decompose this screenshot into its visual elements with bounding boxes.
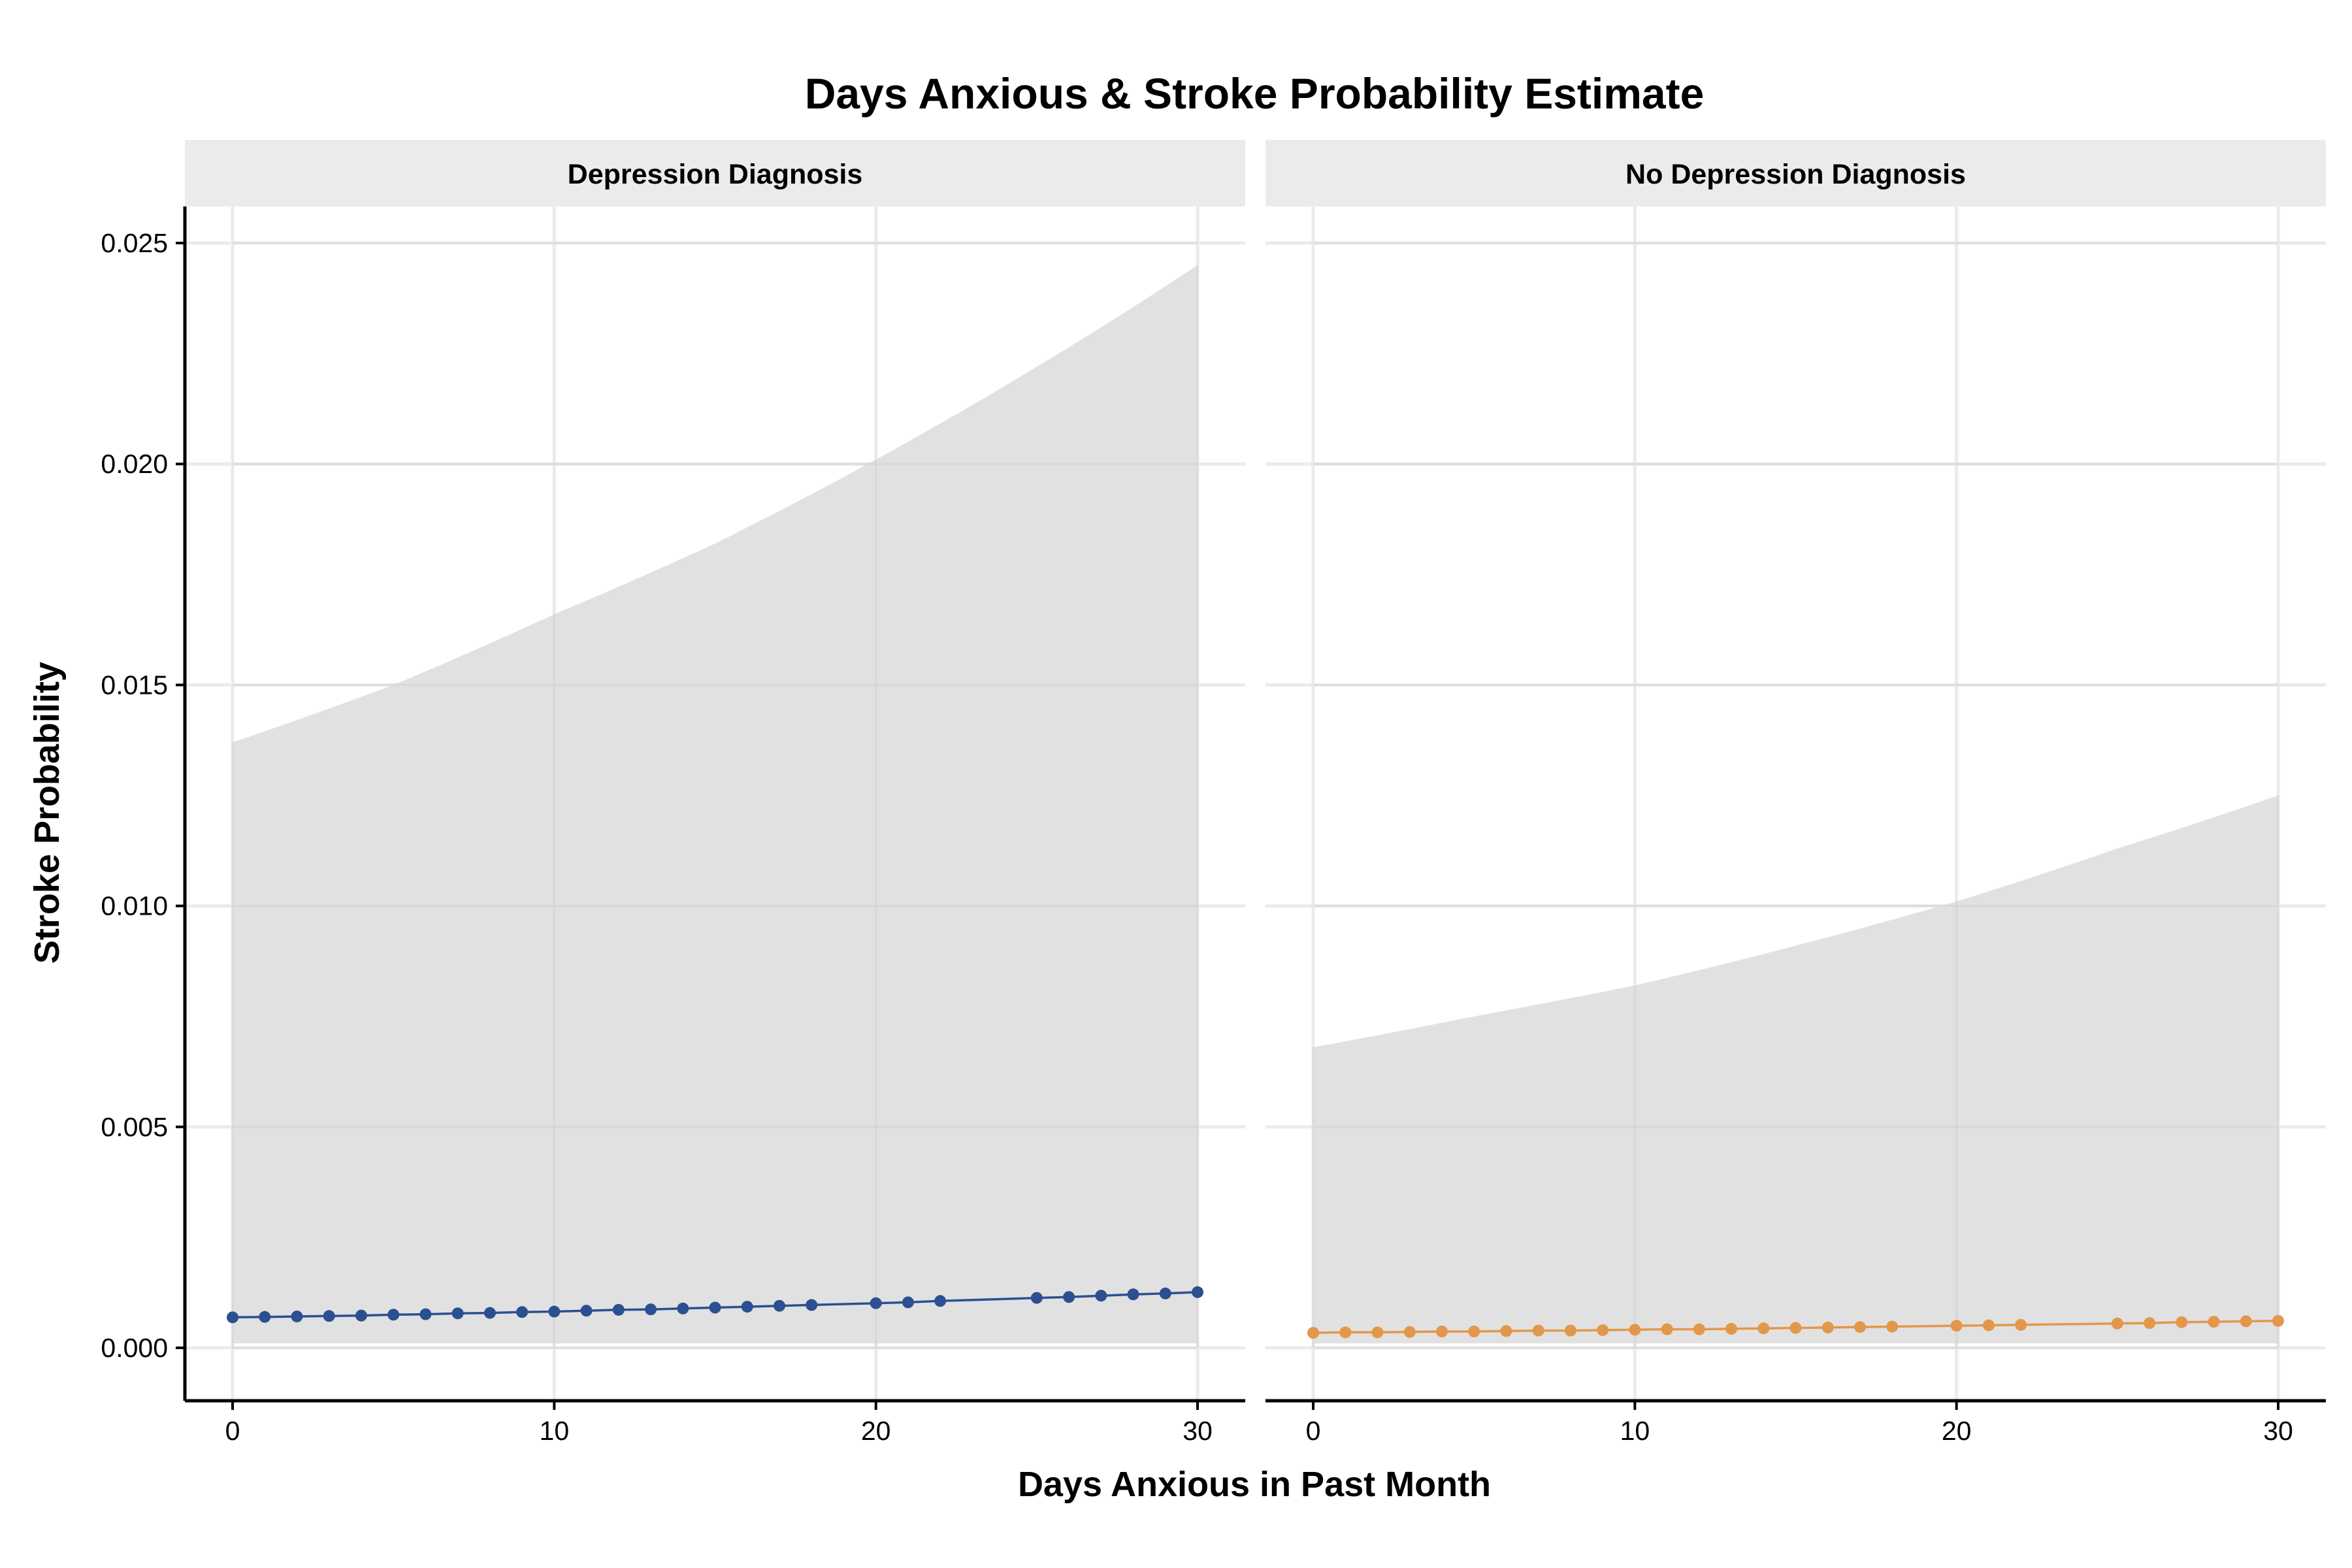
- chart-title: Days Anxious & Stroke Probability Estima…: [805, 69, 1705, 118]
- data-point: [291, 1310, 303, 1322]
- data-point: [2272, 1315, 2284, 1327]
- y-tick-label: 0.020: [101, 449, 168, 479]
- data-point: [580, 1305, 593, 1317]
- data-point: [1468, 1325, 1480, 1337]
- data-point: [709, 1301, 721, 1314]
- data-point: [1307, 1327, 1319, 1339]
- data-point: [870, 1297, 882, 1309]
- data-point: [1192, 1286, 1203, 1298]
- panels: Depression Diagnosis 0.000 0.005 0.010 0.015…: [101, 140, 2326, 1446]
- data-point: [451, 1307, 464, 1320]
- data-point: [1629, 1324, 1641, 1336]
- data-point: [548, 1305, 561, 1318]
- facet-strip: [1266, 140, 2326, 206]
- x-tick-label: 0: [1306, 1416, 1321, 1446]
- data-point: [1030, 1292, 1043, 1304]
- y-tick-label: 0.015: [101, 670, 168, 700]
- data-point: [741, 1301, 753, 1313]
- data-point: [259, 1311, 271, 1323]
- data-point: [1127, 1288, 1139, 1301]
- data-point: [1854, 1321, 1866, 1333]
- x-tick-label: 30: [1183, 1416, 1213, 1446]
- series-line: [1313, 1319, 2279, 1334]
- data-point: [1063, 1291, 1075, 1303]
- x-axis-title: Days Anxious in Past Month: [1018, 1465, 1491, 1504]
- y-tick-label: 0.000: [101, 1333, 168, 1363]
- data-point: [2176, 1316, 2188, 1328]
- data-point: [1950, 1320, 1963, 1332]
- data-point: [1597, 1324, 1609, 1336]
- data-point: [2208, 1316, 2220, 1328]
- facet-panel: Depression Diagnosis 0.000 0.005 0.010 0.015…: [101, 140, 1245, 1446]
- data-point: [773, 1299, 785, 1312]
- x-tick-label: 10: [540, 1416, 570, 1446]
- data-point: [355, 1309, 367, 1322]
- data-point: [516, 1306, 529, 1318]
- data-point: [419, 1308, 432, 1320]
- data-point: [323, 1310, 335, 1322]
- facet-strip-label: No Depression Diagnosis: [1625, 159, 1966, 190]
- y-tick-label: 0.005: [101, 1112, 168, 1142]
- data-point: [227, 1311, 238, 1324]
- facet-panel: No Depression Diagnosis 0 10 20 30: [1266, 140, 2326, 1446]
- data-point: [1371, 1326, 1384, 1339]
- x-tick-label: 0: [225, 1416, 240, 1446]
- data-point: [1435, 1325, 1448, 1337]
- data-point: [1789, 1322, 1802, 1334]
- data-point: [2111, 1317, 2123, 1330]
- data-point: [1095, 1290, 1107, 1302]
- data-point: [387, 1309, 400, 1321]
- x-tick-label: 20: [861, 1416, 891, 1446]
- data-point: [1532, 1324, 1544, 1337]
- data-point: [645, 1303, 657, 1316]
- data-point: [483, 1307, 496, 1319]
- data-point: [1403, 1326, 1416, 1338]
- data-point: [1821, 1321, 1834, 1333]
- data-point: [1725, 1322, 1738, 1335]
- data-point: [1661, 1323, 1673, 1335]
- confidence-ribbon: [1313, 795, 2278, 1344]
- facet-strip-label: Depression Diagnosis: [568, 159, 863, 190]
- data-point: [1500, 1325, 1512, 1337]
- series-line: [232, 1291, 1198, 1319]
- data-point: [612, 1303, 625, 1316]
- data-point: [2144, 1317, 2156, 1330]
- data-point: [677, 1302, 689, 1315]
- data-point: [806, 1299, 818, 1311]
- data-point: [902, 1296, 914, 1309]
- data-point: [1757, 1322, 1770, 1335]
- data-point: [934, 1295, 947, 1307]
- data-point: [1339, 1326, 1352, 1339]
- data-point: [1982, 1319, 1995, 1331]
- x-tick-label: 10: [1620, 1416, 1650, 1446]
- x-tick-label: 30: [2263, 1416, 2293, 1446]
- data-point: [2240, 1315, 2252, 1328]
- data-point: [2015, 1318, 2027, 1331]
- y-axis-title: Stroke Probability: [27, 662, 67, 964]
- x-tick-label: 20: [1942, 1416, 1972, 1446]
- data-point: [1886, 1320, 1899, 1333]
- facet-strip: [185, 140, 1245, 206]
- data-point: [1693, 1323, 1705, 1335]
- confidence-ribbon: [233, 265, 1198, 1344]
- y-tick-label: 0.025: [101, 228, 168, 258]
- data-point: [1564, 1324, 1576, 1337]
- data-point: [1159, 1287, 1171, 1299]
- y-tick-label: 0.010: [101, 891, 168, 921]
